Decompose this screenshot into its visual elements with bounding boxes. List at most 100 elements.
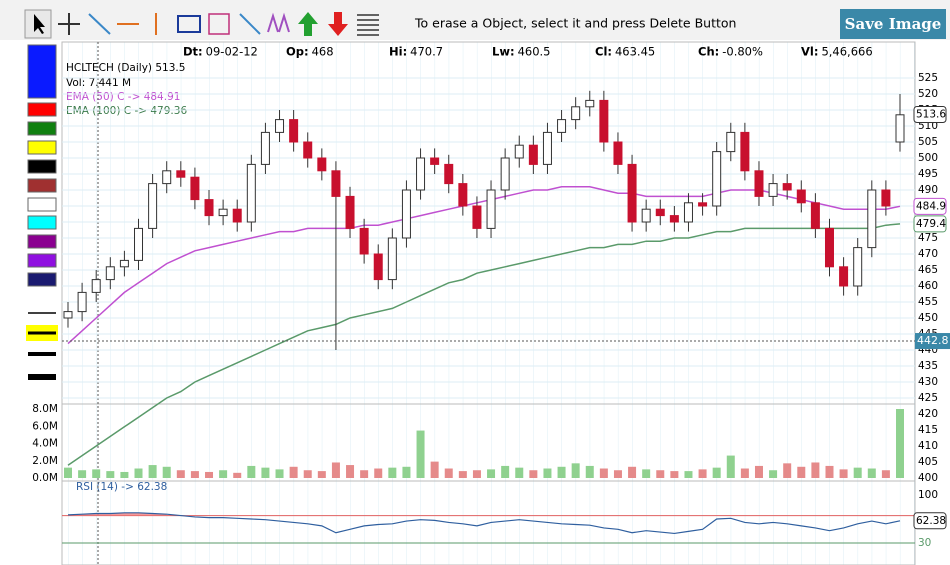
y-tick-label: 470 xyxy=(918,248,938,260)
candle-body xyxy=(542,131,552,165)
y-tick-label: 460 xyxy=(918,280,938,292)
candle-body xyxy=(698,202,708,207)
volume-bar xyxy=(458,471,467,478)
swatch[interactable] xyxy=(27,215,57,230)
y-tick-label: 400 xyxy=(918,472,938,484)
rsi-line xyxy=(67,512,901,535)
tool[interactable] xyxy=(88,13,111,35)
volume-bar xyxy=(317,471,326,478)
y-tick-label: 465 xyxy=(918,264,938,276)
tool[interactable] xyxy=(58,13,80,35)
volume-bar xyxy=(599,468,608,478)
y-tick-label: 450 xyxy=(918,312,938,324)
info-label: Vl: xyxy=(801,45,818,59)
candle-body xyxy=(373,253,383,281)
candle-body xyxy=(895,114,905,143)
legend-symbol: HCLTECH (Daily) 513.5 xyxy=(66,62,185,74)
volume-bar xyxy=(501,465,510,478)
y-tick-label: 495 xyxy=(918,168,938,180)
volume-tick-label: 2.0M xyxy=(32,455,58,467)
swatch[interactable] xyxy=(27,44,57,99)
candle-body xyxy=(77,291,87,313)
save-button[interactable] xyxy=(840,9,946,39)
toolbar-message: To erase a Object, select it and press D… xyxy=(414,16,736,31)
ema-line xyxy=(67,223,901,466)
volume-bar xyxy=(120,471,129,478)
info-label: Hi: xyxy=(389,45,407,59)
candle-body xyxy=(655,208,665,217)
swatch[interactable] xyxy=(27,121,57,136)
volume-bar xyxy=(783,463,792,478)
candle-body xyxy=(867,189,877,249)
swatch[interactable] xyxy=(27,178,57,193)
candle-body xyxy=(359,227,369,255)
volume-bar xyxy=(388,467,397,478)
candle-body xyxy=(528,144,538,165)
candle-body xyxy=(345,195,355,229)
candle-body xyxy=(726,131,736,153)
tool[interactable] xyxy=(328,12,348,36)
info-value: 468 xyxy=(312,45,334,59)
price-tag xyxy=(913,215,947,233)
tool[interactable] xyxy=(239,13,261,35)
swatch[interactable] xyxy=(27,197,57,212)
candle-body xyxy=(317,157,327,172)
y-tick-label: 430 xyxy=(918,376,938,388)
volume-bar xyxy=(233,472,242,478)
candle-body xyxy=(275,119,285,133)
y-tick-label: 490 xyxy=(918,184,938,196)
candle-body xyxy=(176,170,186,178)
candle-body xyxy=(853,247,863,287)
y-tick-label: 410 xyxy=(918,440,938,452)
swatch[interactable] xyxy=(27,140,57,155)
volume-bar xyxy=(628,466,637,478)
candle-body xyxy=(162,170,172,185)
candle-body xyxy=(571,106,581,121)
save-button-label[interactable]: Save Image xyxy=(845,15,942,33)
y-tick-label: 405 xyxy=(918,456,938,468)
volume-bar xyxy=(642,469,651,478)
candle-body xyxy=(416,157,426,191)
swatch[interactable] xyxy=(27,253,57,268)
volume-bar xyxy=(684,471,693,478)
y-tick-label: 425 xyxy=(918,392,938,404)
candle-body xyxy=(134,227,144,261)
volume-bar xyxy=(275,469,284,478)
y-tick-label: 520 xyxy=(918,88,938,100)
volume-bar xyxy=(331,462,340,478)
tool[interactable] xyxy=(298,12,318,36)
volume-bar xyxy=(896,409,904,478)
tool[interactable] xyxy=(177,15,201,33)
swatch[interactable] xyxy=(27,234,57,249)
candle-body xyxy=(796,189,806,204)
volume-bar xyxy=(881,470,890,478)
tool[interactable] xyxy=(267,12,290,33)
volume-bar xyxy=(289,466,298,478)
swatch[interactable] xyxy=(27,102,57,117)
volume-bar xyxy=(64,467,72,478)
candle-body xyxy=(740,131,750,172)
volume-bar xyxy=(261,467,270,478)
volume-bar xyxy=(346,465,355,478)
legend-ema50: EMA (50) C -> 484.91 xyxy=(66,91,180,103)
price-tag-label: 62.38 xyxy=(916,515,946,527)
toolbar-bg xyxy=(0,0,950,40)
volume-bar xyxy=(769,470,778,478)
tool[interactable] xyxy=(357,14,379,36)
volume-bar xyxy=(106,471,115,478)
price-tag-label: 513.6 xyxy=(916,108,946,120)
candle-body xyxy=(514,144,524,159)
price-tag xyxy=(913,197,947,215)
tool[interactable] xyxy=(208,13,230,35)
volume-bar xyxy=(557,466,566,478)
swatch[interactable] xyxy=(27,272,57,287)
info-label: Cl: xyxy=(595,45,612,59)
candle-body xyxy=(387,237,397,281)
volume-bar xyxy=(416,430,425,478)
candle-body xyxy=(768,183,778,197)
swatch[interactable] xyxy=(27,159,57,174)
y-tick-label: 500 xyxy=(918,152,938,164)
legend-ema100: EMA (100) C -> 479.36 xyxy=(66,105,187,117)
volume-bar xyxy=(472,470,481,478)
info-value: 470.7 xyxy=(410,45,443,59)
